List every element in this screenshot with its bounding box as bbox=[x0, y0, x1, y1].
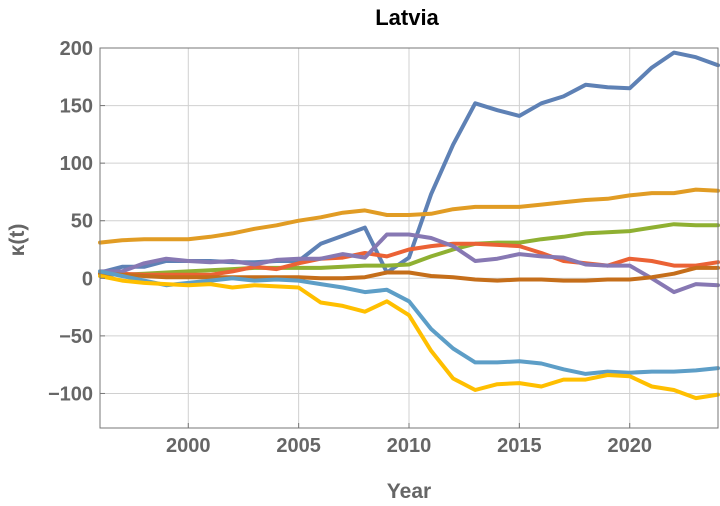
series-5-line bbox=[98, 232, 720, 295]
x-tick-label: 2010 bbox=[387, 435, 432, 457]
series-3-line bbox=[98, 222, 720, 277]
y-tick-label: −100 bbox=[48, 383, 93, 405]
series-8-line bbox=[98, 274, 720, 401]
y-axis-label: κ(t) bbox=[6, 224, 29, 257]
y-tick-label: −50 bbox=[59, 326, 93, 348]
series-layer bbox=[98, 50, 720, 401]
series-6-line bbox=[98, 265, 720, 283]
series-2-line bbox=[98, 187, 720, 245]
x-tick-label: 2020 bbox=[607, 435, 652, 457]
x-tick-label: 2005 bbox=[276, 435, 321, 457]
x-tick-label: 2015 bbox=[497, 435, 542, 457]
x-tick-label: 2000 bbox=[166, 435, 211, 457]
x-axis-label: Year bbox=[387, 480, 431, 503]
x-axis-ticks: 2000 2005 2010 2015 2020 bbox=[166, 423, 652, 457]
y-axis-ticks: 200 150 100 50 0 −50 −100 bbox=[48, 38, 105, 405]
chart-title: Latvia bbox=[375, 5, 439, 30]
y-tick-label: 200 bbox=[60, 38, 93, 60]
y-tick-label: 0 bbox=[82, 268, 93, 290]
series-4-line bbox=[98, 241, 720, 277]
series-7-line bbox=[98, 269, 720, 376]
y-tick-label: 50 bbox=[71, 211, 93, 233]
y-tick-label: 150 bbox=[60, 96, 93, 118]
y-tick-label: 100 bbox=[60, 153, 93, 175]
